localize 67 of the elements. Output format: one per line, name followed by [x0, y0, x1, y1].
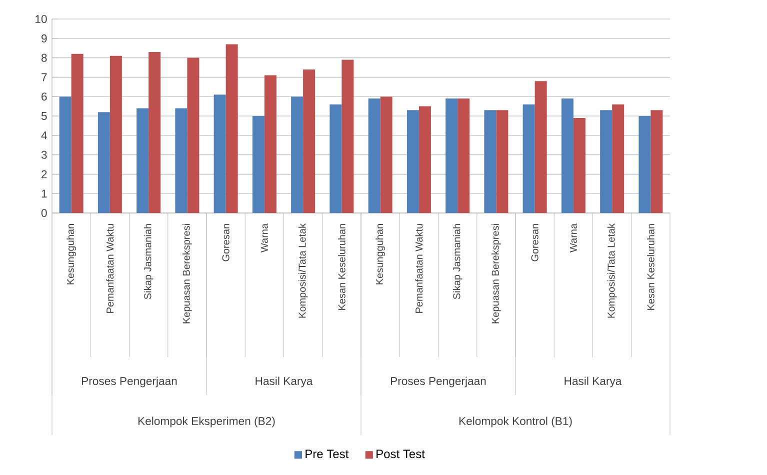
bar	[406, 110, 419, 213]
text: Hasil Karya	[256, 376, 313, 388]
x-tick-label: Kesungguhan	[66, 224, 76, 284]
bar	[136, 108, 149, 213]
x-tick-label: Pemanfaatan Waktu	[415, 224, 423, 313]
bar	[148, 52, 161, 213]
x-tick-label: Kepuasan Berekspresi	[182, 224, 192, 324]
bar	[214, 94, 226, 213]
bar	[484, 110, 496, 213]
bar	[98, 112, 110, 213]
x-tick-label: Komposisi/Tata Letak	[607, 223, 617, 318]
bar	[600, 110, 612, 213]
bar	[59, 96, 72, 213]
bar	[612, 104, 624, 213]
y-tick-label: 10	[36, 14, 47, 24]
legend-label: Post Test	[376, 450, 425, 458]
text: Proses Pengerjaan	[82, 376, 177, 388]
x-tick-label: Kepuasan Berekspresi	[492, 224, 501, 324]
x-tick-label: Kesungguhan	[376, 224, 385, 284]
x-tick-label: Kesan Keseluruhan	[338, 224, 346, 310]
x-tick-label: Kesan Keseluruhan	[647, 224, 654, 310]
bar	[380, 96, 392, 213]
legend-label: Pre Test	[306, 450, 349, 458]
bar	[303, 69, 316, 213]
text: Hasil Karya	[564, 376, 622, 388]
bar	[291, 96, 304, 213]
bar	[175, 108, 188, 213]
y-tick-label: 3	[41, 150, 47, 159]
bar	[264, 75, 276, 213]
bar	[187, 58, 200, 213]
x-tick-label: Goresan	[222, 224, 230, 262]
bar	[561, 98, 574, 213]
bar	[446, 98, 458, 213]
x-tick-label: Warna	[260, 223, 268, 252]
bar	[638, 116, 651, 213]
bar	[71, 54, 84, 213]
bar	[522, 104, 535, 213]
y-tick-label: 9	[42, 34, 47, 42]
text: Kelompok Kontrol (B1)	[459, 416, 572, 428]
x-tick-label: Sikap Jasmaniah	[144, 224, 154, 300]
text: Proses Pengerjaan	[390, 376, 486, 388]
bar	[368, 98, 380, 213]
bar	[110, 56, 122, 213]
bar	[496, 110, 508, 213]
bar	[418, 106, 431, 213]
y-tick-label: 4	[41, 132, 47, 140]
x-tick-label: Warna	[570, 223, 577, 252]
bar	[342, 60, 354, 213]
x-tick-label: Komposisi/Tata Letak	[298, 223, 308, 318]
bar	[226, 44, 238, 213]
y-tick-label: 7	[42, 73, 47, 82]
bar	[458, 98, 470, 213]
y-tick-label: 8	[41, 54, 47, 62]
y-tick-label: 5	[41, 112, 47, 120]
bar	[252, 116, 264, 213]
x-tick-label: Sikap Jasmaniah	[452, 224, 462, 300]
text: Kelompok Eksperimen (B2)	[138, 416, 275, 428]
bar	[650, 110, 663, 213]
bar	[330, 104, 342, 213]
y-tick-label: 1	[42, 190, 47, 198]
x-tick-label: Goresan	[531, 224, 538, 262]
bar	[534, 81, 547, 213]
bar	[573, 118, 586, 213]
y-tick-label: 6	[42, 92, 47, 101]
y-tick-label: 0	[41, 208, 47, 218]
x-tick-label: Pemanfaatan Waktu	[106, 224, 114, 313]
y-tick-label: 2	[42, 170, 47, 178]
